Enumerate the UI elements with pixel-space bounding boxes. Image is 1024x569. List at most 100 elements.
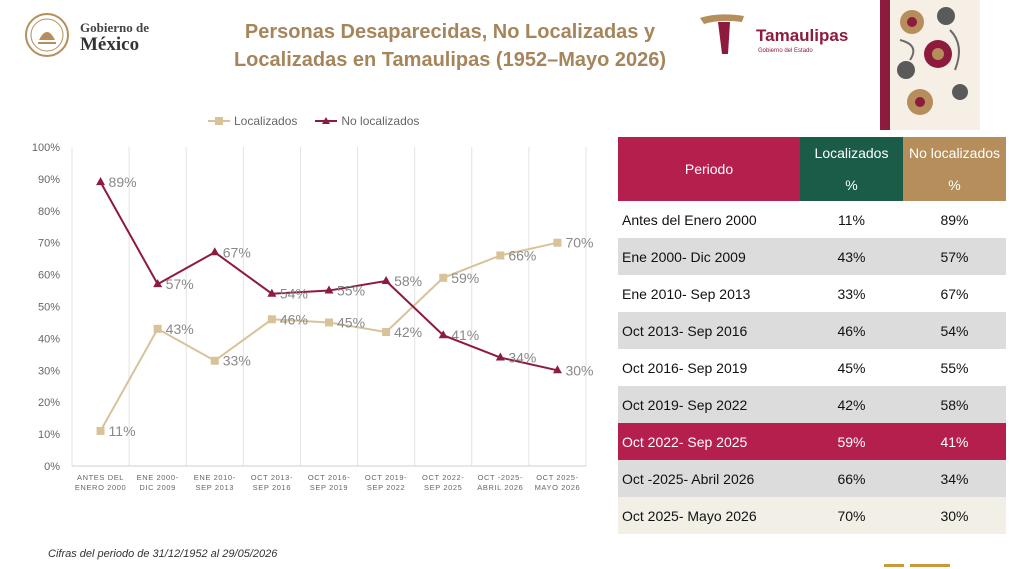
gobierno-mexico-logo: Gobierno de México	[24, 12, 164, 60]
row-localizados: 45%	[800, 349, 903, 386]
row-period: Oct 2016- Sep 2019	[618, 349, 800, 386]
data-point-localizados	[267, 315, 276, 324]
table-row: Oct 2019- Sep 2022 42% 58%	[618, 386, 1006, 423]
row-localizados: 42%	[800, 386, 903, 423]
data-label-no-localizados: 67%	[223, 244, 251, 260]
y-tick-label: 40%	[38, 333, 60, 345]
x-tick-label: ABRIL 2026	[477, 483, 523, 492]
data-point-no-localizados	[495, 352, 505, 361]
header-no-localizados-label: No localizados	[908, 145, 1001, 161]
y-tick-label: 90%	[38, 174, 60, 186]
x-tick-label: DIC 2009	[139, 483, 176, 492]
tamaulipas-name: Tamaulipas	[756, 26, 849, 45]
data-label-localizados: 46%	[280, 311, 308, 327]
row-localizados: 66%	[800, 460, 903, 497]
row-no-localizados: 34%	[903, 460, 1006, 497]
footer-decoration-icon	[884, 564, 950, 567]
data-label-localizados: 45%	[337, 314, 365, 330]
x-tick-label: ENERO 2000	[75, 483, 126, 492]
mexico-seal-icon	[25, 13, 69, 57]
y-tick-label: 0%	[44, 461, 60, 473]
row-localizados: 46%	[800, 312, 903, 349]
x-tick-label: SEP 2019	[310, 483, 348, 492]
chart-legend: Localizados No localizados	[208, 114, 419, 128]
x-tick-label: ENE 2010-	[194, 473, 236, 482]
data-point-localizados	[382, 328, 391, 337]
page-title: Personas Desaparecidas, No Localizadas y…	[190, 18, 710, 74]
header-localizados-label: Localizados	[814, 145, 889, 161]
header-periodo-label: Periodo	[684, 161, 734, 177]
y-tick-label: 100%	[32, 142, 60, 154]
row-period: Ene 2000- Dic 2009	[618, 238, 800, 275]
row-localizados: 33%	[800, 275, 903, 312]
tamaulipas-t-icon	[700, 14, 744, 54]
data-point-no-localizados	[210, 247, 220, 256]
y-tick-label: 50%	[38, 302, 60, 314]
row-period: Ene 2010- Sep 2013	[618, 275, 800, 312]
row-no-localizados: 54%	[903, 312, 1006, 349]
legend-item-localizados: Localizados	[208, 114, 297, 128]
data-label-no-localizados: 30%	[565, 362, 593, 378]
row-period: Oct 2013- Sep 2016	[618, 312, 800, 349]
title-line-1: Personas Desaparecidas, No Localizadas y	[244, 21, 656, 43]
y-tick-label: 70%	[38, 238, 60, 250]
data-label-localizados: 42%	[394, 324, 422, 340]
table-row: Oct 2013- Sep 2016 46% 54%	[618, 312, 1006, 349]
data-point-localizados	[439, 273, 448, 282]
row-period: Oct 2022- Sep 2025	[618, 423, 800, 460]
row-period: Oct 2025- Mayo 2026	[618, 497, 800, 534]
data-point-no-localizados	[153, 279, 163, 288]
x-tick-label: MAYO 2026	[535, 483, 581, 492]
row-no-localizados: 67%	[903, 275, 1006, 312]
row-period: Oct -2025- Abril 2026	[618, 460, 800, 497]
y-tick-label: 20%	[38, 397, 60, 409]
data-point-no-localizados	[438, 330, 448, 339]
tamaulipas-logo: Tamaulipas Gobierno del Estado	[698, 10, 858, 60]
tamaulipas-subtitle: Gobierno del Estado	[758, 48, 813, 54]
mexico-label: México	[80, 34, 140, 55]
row-no-localizados: 41%	[903, 423, 1006, 460]
legend-label-no-localizados: No localizados	[341, 114, 420, 128]
row-no-localizados: 30%	[903, 497, 1006, 534]
row-localizados: 43%	[800, 238, 903, 275]
x-tick-label: OCT 2025-	[536, 473, 578, 482]
data-label-no-localizados: 89%	[109, 174, 137, 190]
y-tick-label: 30%	[38, 365, 60, 377]
data-point-localizados	[325, 318, 333, 327]
legend-label-localizados: Localizados	[234, 114, 298, 128]
data-point-localizados	[210, 356, 219, 365]
x-tick-label: SEP 2025	[424, 483, 462, 492]
footnote: Cifras del periodo de 31/12/1952 al 29/0…	[48, 548, 278, 560]
data-point-no-localizados	[324, 285, 334, 294]
line-chart: 0% 10% 20% 30% 40% 50% 60% 70% 80% 90% 100% ANTES D…	[32, 142, 594, 492]
legend-item-no-localizados: No localizados	[315, 114, 419, 128]
row-localizados: 70%	[800, 497, 903, 534]
x-tick-label: OCT 2013-	[251, 473, 293, 482]
legend-swatch-localizados	[208, 117, 230, 125]
data-point-no-localizados	[381, 275, 391, 284]
x-tick-label: SEP 2013	[196, 483, 234, 492]
table-row: Oct -2025- Abril 2026 66% 34%	[618, 460, 1006, 497]
data-label-localizados: 59%	[451, 270, 479, 286]
row-localizados: 11%	[800, 201, 903, 238]
y-tick-label: 80%	[38, 206, 60, 218]
data-point-no-localizados	[267, 288, 277, 297]
data-label-no-localizados: 54%	[280, 286, 308, 302]
x-tick-label: OCT 2016-	[308, 473, 350, 482]
table-row: Ene 2010- Sep 2013 33% 67%	[618, 275, 1006, 312]
data-point-localizados	[496, 251, 505, 260]
row-localizados: 59%	[800, 423, 903, 460]
data-label-localizados: 43%	[166, 321, 194, 337]
row-period: Oct 2019- Sep 2022	[618, 386, 800, 423]
table-row-highlighted: Oct 2022- Sep 2025 59% 41%	[618, 423, 1006, 460]
floral-ornament-icon	[880, 0, 980, 130]
data-table: Periodo Localizados% No localizados% Ant…	[618, 137, 1006, 534]
header-no-localizados-pct: %	[948, 177, 961, 193]
data-point-localizados	[553, 238, 562, 247]
y-tick-label: 60%	[38, 270, 60, 282]
table-row: Oct 2016- Sep 2019 45% 55%	[618, 349, 1006, 386]
data-point-no-localizados	[552, 365, 562, 374]
data-label-localizados: 66%	[508, 247, 536, 263]
row-no-localizados: 89%	[903, 201, 1006, 238]
x-tick-label: SEP 2016	[253, 483, 291, 492]
